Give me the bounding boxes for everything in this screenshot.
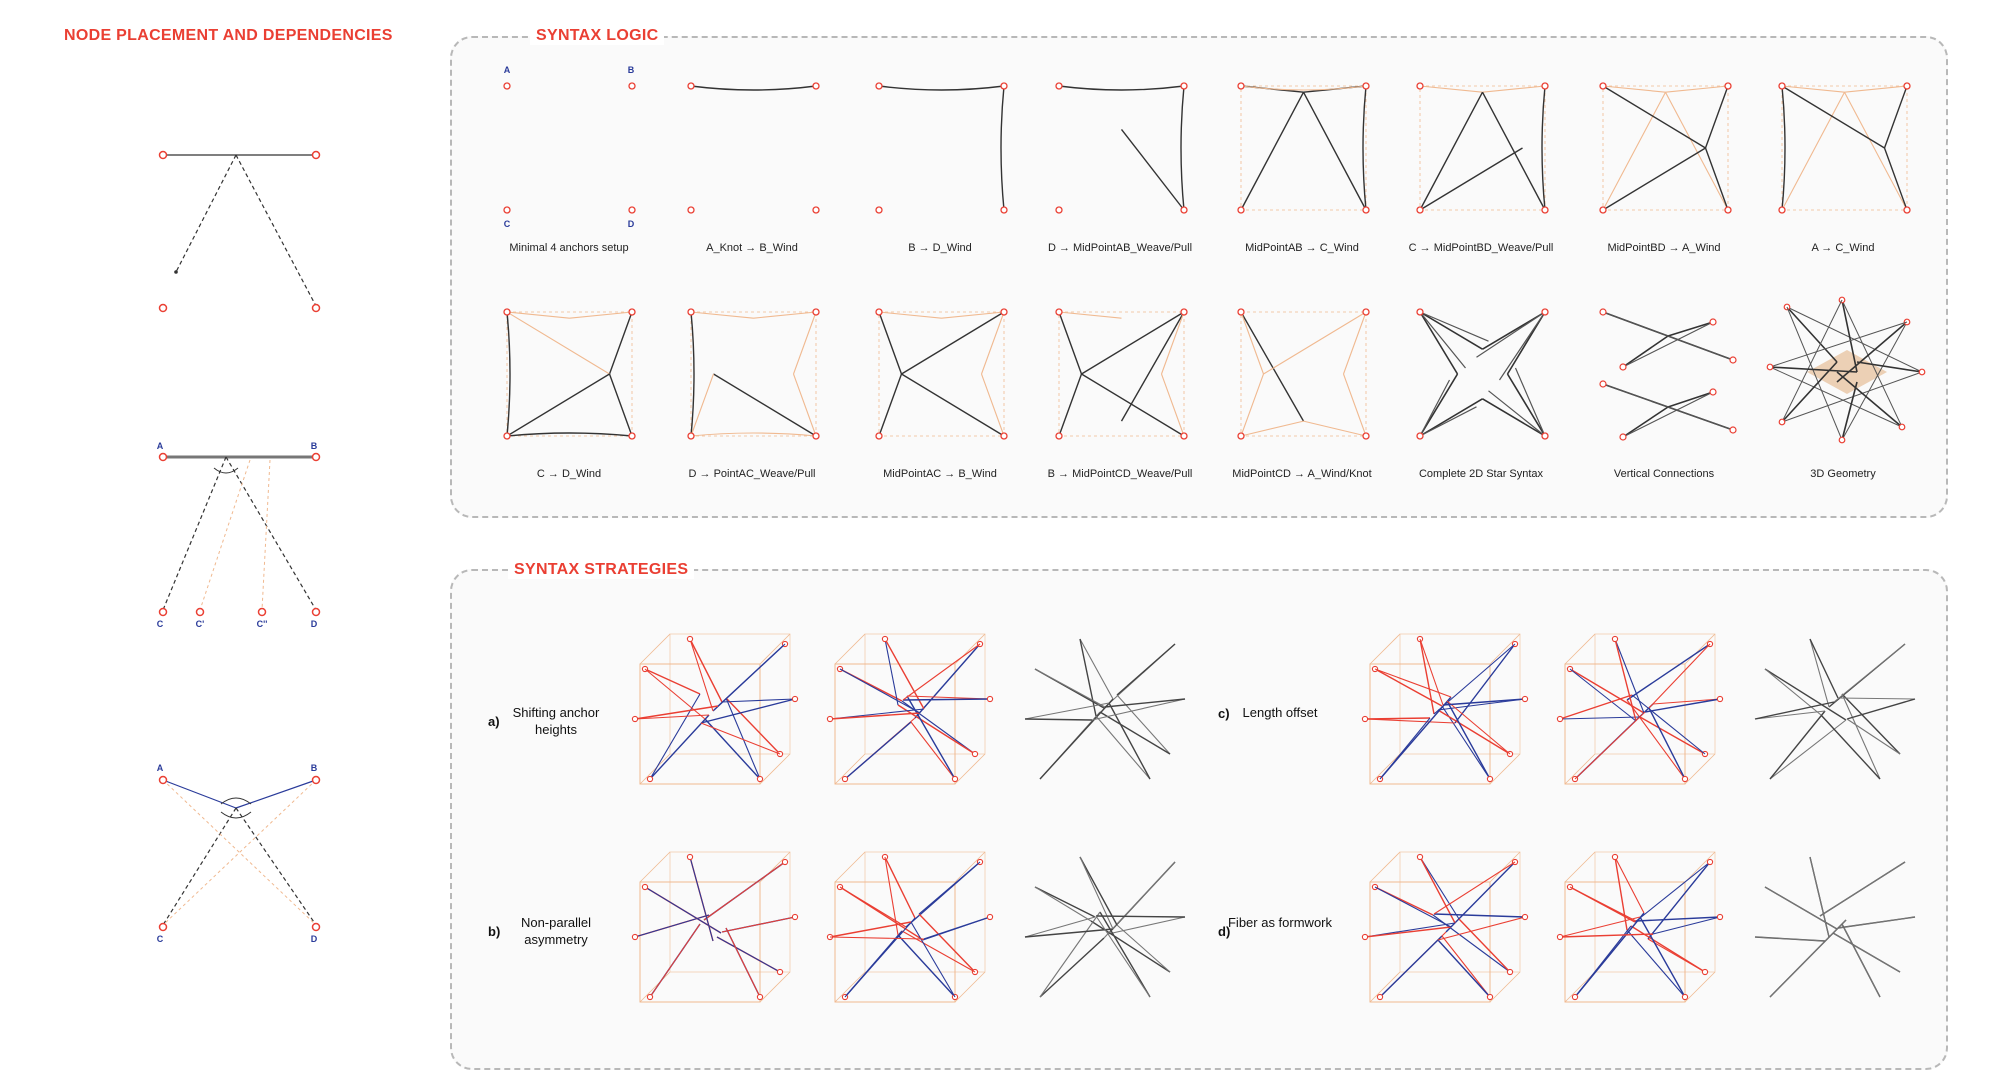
node-label-a-2: A (156, 441, 164, 451)
logic-step-diagram (1778, 82, 1911, 214)
node-placement-diagrams (158, 150, 321, 932)
strategy-label-b: Non-parallel asymmetry (520, 915, 592, 947)
strategy-cube-diagram (631, 851, 799, 1003)
syntax-logic-panel (450, 36, 1948, 518)
node-label-b-3: B (310, 763, 318, 773)
logic-step-label: Vertical Connections (1613, 468, 1715, 480)
logic-label-a: A (503, 65, 511, 75)
logic-step-label: C → D_Wind (536, 468, 602, 480)
strategy-letter-c: c) (1218, 706, 1230, 721)
logic-step-diagram (1766, 296, 1926, 444)
node-label-b-2: B (310, 441, 318, 451)
logic-step-diagram (1599, 82, 1732, 214)
strategy-label-d: Fiber as formwork (1227, 915, 1333, 930)
strategy-letter-d: d) (1218, 924, 1231, 939)
syntax-strategies-title: SYNTAX STRATEGIES (508, 561, 695, 579)
logic-step-diagram (1237, 82, 1370, 214)
strategy-cube-diagram (631, 633, 799, 785)
logic-step-diagram (1416, 82, 1549, 214)
logic-step-label: MidPointBD → A_Wind (1607, 242, 1721, 254)
logic-step-diagram (1055, 308, 1188, 440)
strategy-label-c: Length offset (1242, 705, 1318, 720)
node-placement-title: NODE PLACEMENT AND DEPENDENCIES (58, 27, 399, 45)
logic-step-label: A → C_Wind (1811, 242, 1875, 254)
logic-step-diagram (1599, 308, 1737, 441)
logic-step-diagram (503, 82, 636, 214)
node-label-c-3: C (156, 934, 164, 944)
strategy-cube-diagram (1361, 633, 1529, 785)
logic-step-label: MidPointAC → B_Wind (883, 468, 997, 480)
logic-step-label: 3D Geometry (1810, 468, 1876, 480)
logic-step-diagram (875, 308, 1008, 440)
node-diagram-2 (158, 452, 321, 617)
logic-step-label: MidPointAB → C_Wind (1245, 242, 1359, 254)
logic-step-label: D → PointAC_Weave/Pull (688, 468, 816, 480)
logic-step-diagram (875, 82, 1008, 214)
logic-step-label: Minimal 4 anchors setup (509, 242, 629, 254)
logic-step-diagram (1237, 308, 1370, 440)
node-label-c-prime: C' (195, 619, 205, 629)
syntax-logic-diagrams (503, 82, 1926, 444)
logic-step-diagram (1416, 308, 1549, 440)
node-label-c-double-prime: C'' (256, 619, 268, 629)
node-label-d-2: D (310, 619, 318, 629)
strategy-letter-b: b) (488, 924, 501, 939)
node-label-a-3: A (156, 763, 164, 773)
syntax-logic-title: SYNTAX LOGIC (530, 27, 665, 45)
logic-step-diagram (503, 308, 636, 440)
logic-step-label: B → D_Wind (908, 242, 972, 254)
logic-step-label: B → MidPointCD_Weave/Pull (1047, 468, 1193, 480)
logic-step-label: C → MidPointBD_Weave/Pull (1408, 242, 1554, 254)
node-label-c-2: C (156, 619, 164, 629)
strategy-cube-diagram (1556, 851, 1724, 1003)
strategy-cube-diagram (1024, 638, 1186, 780)
strategy-label-a: Shifting anchor heights (512, 705, 600, 737)
strategy-cube-diagram (1754, 638, 1916, 780)
strategy-cube-diagram (1024, 856, 1186, 998)
logic-label-d: D (627, 219, 635, 229)
logic-step-diagram (687, 82, 820, 214)
node-label-d-3: D (310, 934, 318, 944)
logic-step-label: D → MidPointAB_Weave/Pull (1047, 242, 1193, 254)
node-diagram-3 (158, 775, 321, 932)
logic-step-label: MidPointCD → A_Wind/Knot (1232, 468, 1372, 480)
logic-step-diagram (687, 308, 820, 440)
logic-step-label: Complete 2D Star Syntax (1418, 468, 1544, 480)
logic-step-diagram (1055, 82, 1188, 214)
strategy-cube-diagram (826, 633, 994, 785)
strategy-cube-diagram (1361, 851, 1529, 1003)
logic-label-c: C (503, 219, 511, 229)
strategy-cube-diagram (1556, 633, 1724, 785)
node-diagram-1 (158, 150, 321, 313)
logic-label-b: B (627, 65, 635, 75)
strategy-letter-a: a) (488, 714, 500, 729)
logic-step-label: A_Knot → B_Wind (706, 242, 798, 254)
strategy-cube-diagram (826, 851, 994, 1003)
strategy-cube-diagram (1754, 856, 1916, 998)
